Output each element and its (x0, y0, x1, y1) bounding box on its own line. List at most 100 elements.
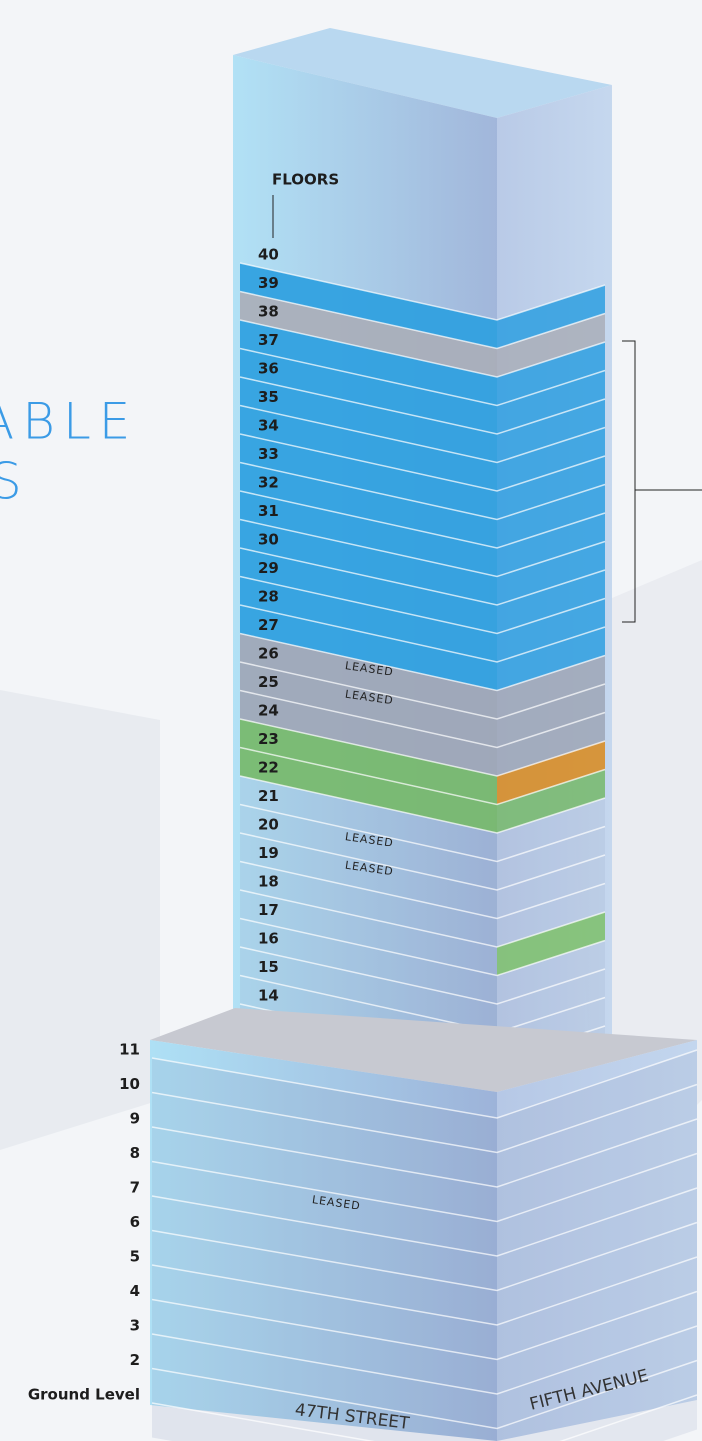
floor-front (152, 1230, 497, 1325)
floor-label: 14 (258, 987, 279, 1005)
floor-slab (239, 518, 606, 578)
floor-side (497, 741, 605, 805)
floor-slab (239, 290, 606, 350)
floor-side (497, 456, 605, 520)
floor-label: 19 (258, 844, 279, 862)
floor-front (240, 776, 497, 862)
floor-front (152, 1092, 497, 1187)
floor-side (497, 1222, 697, 1325)
floor-side (497, 313, 605, 377)
floor-side (497, 1084, 697, 1187)
floor-front (152, 1368, 497, 1441)
floor-label: 30 (258, 531, 279, 549)
floor-slab (239, 661, 606, 720)
floor-side (497, 912, 605, 976)
floor-slab (239, 917, 606, 977)
floor-front (152, 1299, 497, 1394)
floor-slab (239, 347, 606, 407)
floor-slab (151, 1359, 698, 1430)
floor-front (240, 861, 497, 947)
tower-roof (233, 28, 612, 118)
floor-label: 18 (258, 873, 279, 891)
floor-front (240, 462, 497, 548)
floor-label: 27 (258, 616, 279, 634)
floor-slab (151, 1221, 698, 1292)
floor-slab (239, 689, 606, 749)
floor-label: 34 (258, 417, 279, 435)
floor-front (240, 690, 497, 776)
floor-front (240, 918, 497, 1004)
floor-front (240, 348, 497, 434)
floor-slab (239, 860, 606, 920)
floor-slab (239, 376, 606, 435)
podium-roof (150, 1008, 697, 1092)
floor-label: 33 (258, 445, 279, 463)
floor-label: 40 (258, 246, 279, 264)
floor-slab (239, 604, 606, 663)
floor-front (240, 519, 497, 605)
floor-front (240, 947, 497, 1033)
floor-slab (151, 1256, 698, 1326)
floor-slab (151, 1187, 698, 1257)
floor-side (497, 1050, 697, 1153)
floor-front (240, 633, 497, 719)
floor-label: Ground Level (28, 1386, 140, 1404)
floor-front (240, 605, 497, 691)
floor-side (497, 541, 605, 605)
floor-side (497, 883, 605, 947)
floor-slab (239, 832, 606, 891)
floor-label: 32 (258, 474, 279, 492)
floor-side (497, 798, 605, 862)
floor-side (497, 1153, 697, 1256)
floor-front (240, 747, 497, 833)
floor-front (240, 719, 497, 805)
floor-label: 8 (130, 1144, 140, 1162)
floor-side (497, 1188, 697, 1291)
floor-slab (239, 746, 606, 806)
floor-front (152, 1196, 497, 1291)
podium-side-face (497, 1040, 697, 1441)
floor-side (497, 370, 605, 434)
floor-side (497, 484, 605, 548)
floor-side (497, 1291, 697, 1394)
floor-side (497, 399, 605, 463)
floor-front (240, 804, 497, 890)
floor-label: 3 (130, 1317, 140, 1335)
heading-line2: S (0, 453, 22, 511)
floor-label: 7 (130, 1179, 140, 1197)
floor-label: 11 (119, 1041, 140, 1059)
floor-label: 17 (258, 901, 279, 919)
tower-floors: 403938373635343332313029282726LEASED25LE… (239, 246, 606, 1118)
floor-slab (151, 1083, 698, 1154)
floor-slab (239, 404, 606, 464)
floor-side (497, 1326, 697, 1429)
floor-label: 5 (130, 1248, 140, 1266)
floor-slab (239, 319, 606, 378)
floor-side (497, 513, 605, 577)
floor-label: 25 (258, 673, 279, 691)
floor-slab (151, 1290, 698, 1361)
heading-line1: ABLE (0, 393, 138, 451)
floor-label: 38 (258, 303, 279, 321)
floor-label: 10 (119, 1075, 140, 1093)
floor-label: 35 (258, 388, 279, 406)
floor-front (240, 833, 497, 919)
floor-side (497, 940, 605, 1004)
floor-slab (239, 547, 606, 606)
floor-label: 9 (130, 1110, 140, 1128)
floor-front (240, 576, 497, 662)
floor-side (497, 826, 605, 890)
floor-side (497, 427, 605, 491)
floor-label: 22 (258, 759, 279, 777)
floor-label: 24 (258, 702, 279, 720)
floor-front (240, 662, 497, 748)
floor-front (240, 291, 497, 377)
floor-slab (239, 889, 606, 948)
floor-front (240, 890, 497, 976)
floor-label: 26 (258, 645, 279, 663)
floor-slab (239, 946, 606, 1005)
floor-slab (239, 433, 606, 492)
floor-slab (151, 1118, 698, 1188)
floor-slab (151, 1325, 698, 1395)
